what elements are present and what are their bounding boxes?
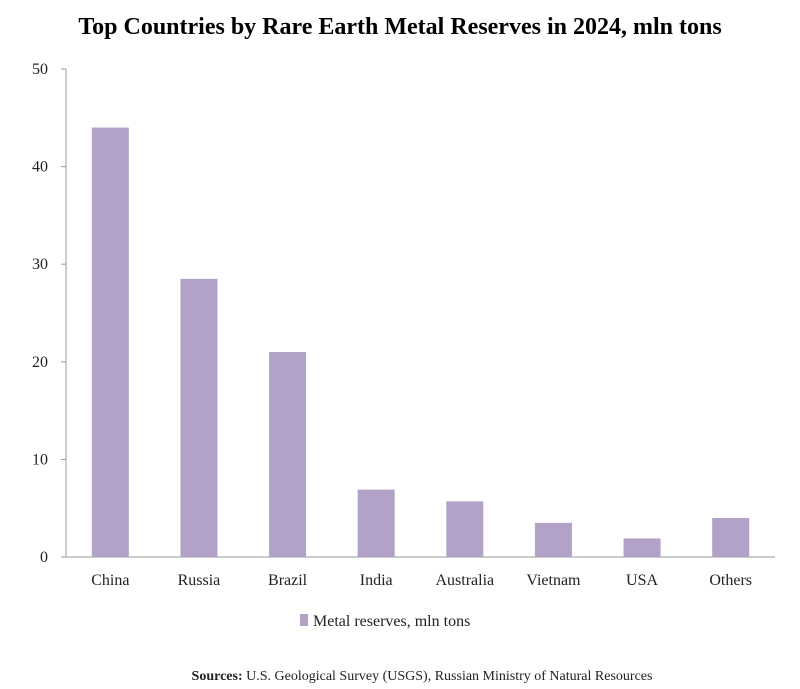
x-tick-label-vietnam: Vietnam — [526, 572, 581, 589]
bars-group — [91, 127, 750, 557]
y-tick-label: 20 — [32, 354, 48, 371]
bar-china — [91, 127, 129, 557]
bar-others — [712, 517, 750, 557]
y-tick-label: 10 — [32, 451, 48, 468]
y-tick-label: 50 — [32, 61, 48, 78]
y-tick-label: 30 — [32, 256, 48, 273]
bar-usa — [623, 538, 661, 557]
x-tick-label-china: China — [91, 572, 129, 589]
x-tick-label-others: Others — [709, 572, 752, 589]
chart-title: Top Countries by Rare Earth Metal Reserv… — [78, 14, 721, 40]
x-tick-label-brazil: Brazil — [268, 572, 308, 589]
legend: Metal reserves, mln tons — [300, 613, 470, 630]
source-text: U.S. Geological Survey (USGS), Russian M… — [243, 669, 653, 684]
legend-swatch — [300, 614, 308, 626]
x-tick-label-australia: Australia — [435, 572, 494, 589]
legend-label: Metal reserves, mln tons — [313, 613, 470, 630]
bar-russia — [180, 278, 218, 557]
x-tick-label-russia: Russia — [178, 572, 221, 589]
x-tick-label-usa: USA — [626, 572, 658, 589]
source-note: Sources: U.S. Geological Survey (USGS), … — [192, 669, 653, 684]
x-tick-label-india: India — [360, 572, 393, 589]
y-tick-label: 40 — [32, 159, 48, 176]
bar-australia — [446, 501, 484, 557]
bar-india — [357, 489, 395, 557]
bar-vietnam — [534, 522, 572, 557]
y-tick-label: 0 — [40, 549, 48, 566]
source-label: Sources: — [192, 669, 243, 684]
bar-brazil — [269, 352, 307, 557]
x-axis-labels: China Russia Brazil India Australia Vietnam US… — [91, 572, 752, 589]
y-axis: 0 10 20 30 40 50 — [32, 61, 67, 566]
